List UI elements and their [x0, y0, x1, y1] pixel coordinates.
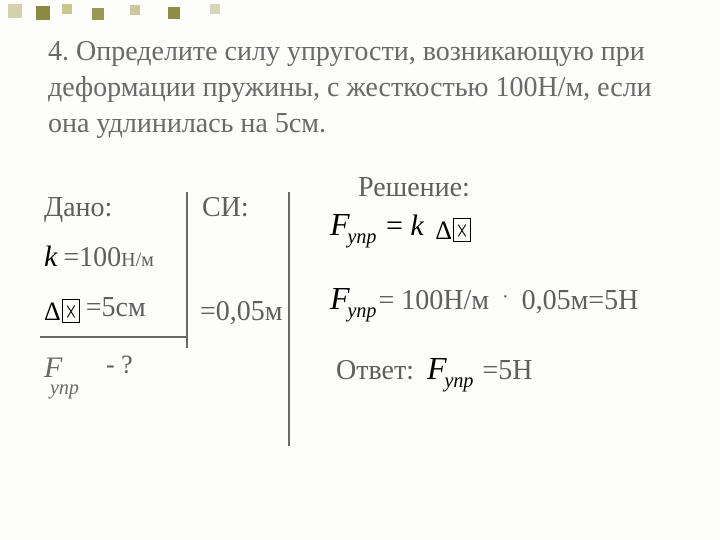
k-value: =100: [63, 242, 121, 273]
answer-F-sub: упр: [445, 370, 474, 392]
formula-F: F: [330, 206, 350, 242]
calc-multiply-dot: ·: [496, 286, 515, 308]
k-unit: Н/м: [121, 249, 154, 271]
answer-label: Ответ:: [336, 355, 414, 386]
calc-F-sub: упр: [348, 300, 377, 322]
si-heading: СИ:: [202, 192, 249, 224]
formula-ell-box: [453, 218, 471, 242]
answer-line: Ответ: Fупр =5Н: [336, 350, 532, 387]
given-delta-row: Δ =5см: [44, 292, 146, 326]
si-delta-value: =0,05м: [200, 296, 283, 328]
divider-given-si: [186, 192, 188, 348]
formula-F-sub: упр: [348, 226, 377, 248]
divider-si-solution: [288, 192, 290, 446]
calc-F: F: [330, 280, 350, 316]
delta-value: =5см: [86, 292, 146, 323]
symbol-F-sub: упр: [50, 379, 79, 398]
calc-lhs: = 100Н/м: [378, 285, 489, 316]
formula-main: Fупр = k Δ: [330, 206, 471, 247]
find-question-mark: - ?: [106, 350, 133, 380]
find-row: F упр: [44, 354, 79, 402]
given-k-row: k =100Н/м: [44, 240, 154, 274]
problem-statement: 4. Определите силу упругости, возникающу…: [48, 34, 696, 141]
symbol-k: k: [44, 240, 57, 273]
calculation-line: Fупр= 100Н/м · 0,05м=5Н: [330, 280, 638, 317]
symbol-ell-box: [62, 299, 80, 323]
decorative-squares: [0, 0, 260, 26]
formula-delta: Δ: [435, 216, 452, 245]
formula-k: k: [410, 209, 423, 242]
calc-rhs: 0,05м=5Н: [522, 285, 639, 316]
solution-heading: Решение:: [358, 172, 470, 204]
answer-value: =5Н: [482, 355, 532, 386]
symbol-delta: Δ: [44, 297, 61, 326]
answer-F: F: [427, 350, 447, 386]
formula-equals: =: [386, 209, 410, 242]
given-heading: Дано:: [44, 192, 112, 224]
given-underline: [40, 336, 186, 338]
